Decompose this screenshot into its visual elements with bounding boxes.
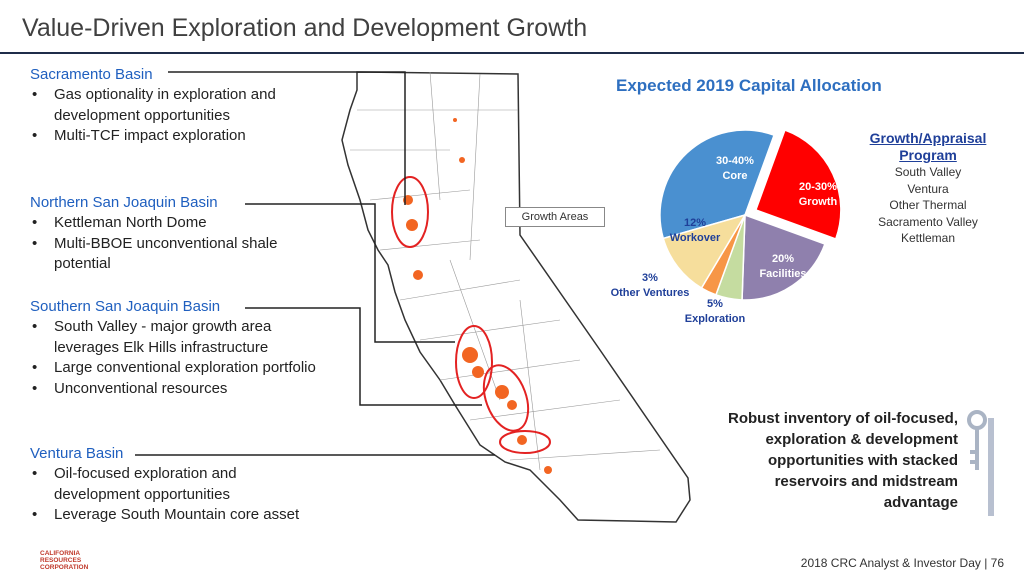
pie-slice — [741, 213, 826, 301]
slice-label: Facilities — [759, 268, 806, 280]
growth-area-rings — [391, 176, 551, 454]
logo-text: CORPORATION — [40, 564, 89, 571]
pie-chart: 30-40% Core 20-30% Growth 20% Facilities 5% Exp… — [611, 129, 842, 325]
program-item: Sacramento Valley — [878, 214, 978, 229]
basin-name: Northern San Joaquin Basin — [30, 194, 218, 211]
county-lines — [350, 71, 661, 471]
bullet: Leverage South Mountain core asset — [30, 505, 350, 526]
california-outline — [341, 71, 691, 523]
program-list: Growth/Appraisal Program South Valley Ve… — [862, 130, 994, 247]
footer: 2018 CRC Analyst & Investor Day | 76 — [800, 556, 1004, 570]
logo-text: RESOURCES — [40, 557, 82, 564]
callout: Robust inventory of oil-focused, explora… — [727, 410, 958, 511]
bullet: Gas optionality in exploration and devel… — [30, 85, 350, 126]
bullet: Multi-TCF impact exploration — [30, 126, 350, 147]
slice-value: 3% — [642, 272, 658, 284]
slice-label: Growth — [799, 196, 838, 208]
slice-value: 12% — [684, 217, 706, 229]
program-item: South Valley — [894, 165, 962, 179]
bullet: Large conventional exploration portfolio — [30, 358, 350, 379]
key-icon — [967, 410, 987, 470]
logo: CALIFORNIA RESOURCES CORPORATION — [14, 550, 88, 571]
program-title: Growth/Appraisal Program — [869, 130, 987, 163]
title-rule — [0, 52, 1024, 54]
pie-title: Expected 2019 Capital Allocation — [616, 76, 882, 95]
pie-slice — [659, 129, 776, 240]
key-bar — [988, 418, 994, 516]
bullet: Unconventional resources — [30, 379, 350, 400]
program-item: Other Thermal — [889, 198, 967, 212]
basin: Sacramento Basin Gas optionality in explo… — [30, 66, 350, 147]
bullet: Multi-BBOE unconventional shale potentia… — [30, 234, 284, 275]
basin-name: Sacramento Basin — [30, 66, 153, 83]
slice-label: Other Ventures — [611, 287, 690, 299]
slide-title: Value-Driven Exploration and Development… — [22, 14, 588, 42]
pie-slice — [662, 213, 747, 290]
basin-name: Southern San Joaquin Basin — [30, 298, 221, 315]
slice-label: Exploration — [685, 313, 746, 325]
logo-text: CALIFORNIA — [40, 550, 81, 557]
basin: Northern San Joaquin Basin Kettleman Nort… — [30, 194, 350, 275]
pie-slice — [754, 129, 842, 240]
slice-value: 30-40% — [716, 155, 754, 167]
slice-label: Core — [722, 170, 747, 182]
program-item: Kettleman — [900, 231, 956, 245]
slice-label: Workover — [670, 232, 721, 244]
bullet: South Valley - major growth area leverag… — [30, 317, 324, 358]
slice-value: 20% — [772, 253, 794, 265]
map-legend: Growth Areas — [505, 207, 605, 227]
slice-value: 20-30% — [799, 181, 837, 193]
basin: Ventura Basin Oil-focused exploration and… — [30, 445, 350, 526]
bullet: Oil-focused exploration and development … — [30, 464, 304, 505]
basin: Southern San Joaquin Basin South Valley -… — [30, 298, 350, 399]
bullet: Kettleman North Dome — [30, 213, 350, 234]
basin-name: Ventura Basin — [30, 445, 124, 462]
slice-value: 5% — [707, 298, 723, 310]
program-item: Ventura — [907, 181, 949, 196]
growth-area-dots — [403, 118, 552, 474]
leader-lines — [135, 71, 495, 456]
